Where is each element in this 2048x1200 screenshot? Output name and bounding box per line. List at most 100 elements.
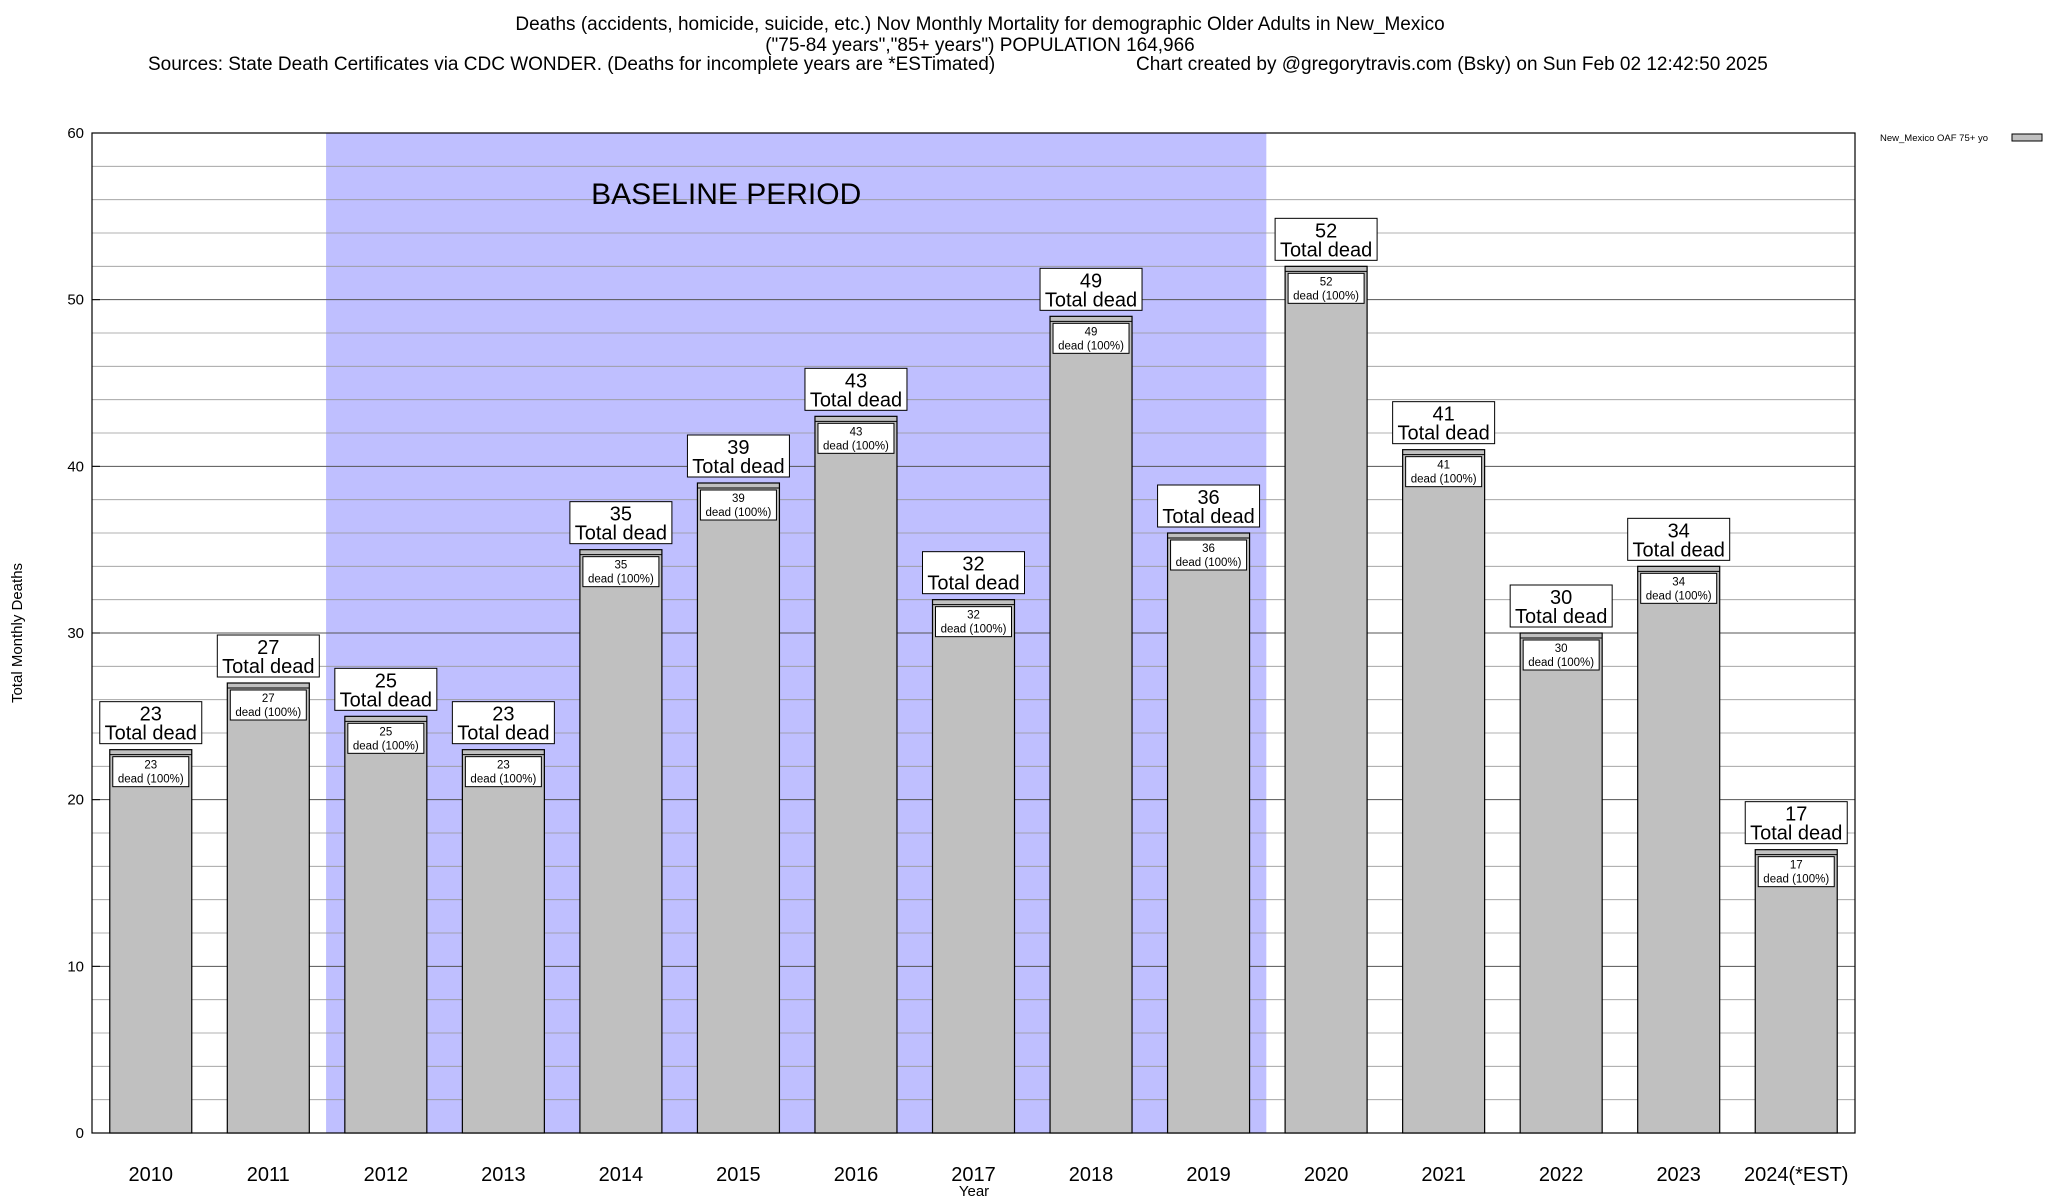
bar-inner-label-text: dead (100%) — [118, 774, 184, 786]
bar-inner-label-box — [464, 756, 542, 788]
bar-inner-label-value: 43 — [850, 426, 863, 438]
bar-inner-label-value: 36 — [1202, 543, 1215, 555]
bar-2010 — [109, 749, 193, 1134]
bar-total-label-text: Total dead — [1045, 289, 1137, 311]
bar-total-label-text: Total dead — [1633, 539, 1725, 561]
x-tick-label: 2015 — [716, 1164, 761, 1186]
bar-inner-label-value: 30 — [1555, 643, 1568, 655]
bar-inner-label-box — [582, 556, 660, 588]
bar-inner-label-text: dead (100%) — [1646, 590, 1712, 602]
x-tick-label: 2019 — [1186, 1164, 1231, 1186]
bar-total-label-text: Total dead — [1162, 506, 1254, 528]
bar-2024(*EST) — [1754, 849, 1838, 1134]
bar-inner-label-box — [817, 422, 895, 454]
bar-inner-label-text: dead (100%) — [941, 624, 1007, 636]
bar-2020 — [1284, 265, 1368, 1134]
bar-total-label-box — [1744, 801, 1848, 845]
bar-inner-label-text: dead (100%) — [1411, 474, 1477, 486]
bar-inner-label-value: 49 — [1085, 326, 1098, 338]
bar-total-label-value: 23 — [140, 704, 162, 726]
bar-total-label-box — [1509, 584, 1613, 628]
bar-total-label-value: 41 — [1433, 404, 1455, 426]
bar-inner-label-value: 52 — [1320, 276, 1333, 288]
bar-inner-label-box — [229, 689, 307, 721]
bar-2018 — [1049, 315, 1133, 1134]
y-tick-label: 50 — [67, 292, 84, 309]
bar-total-label-box — [1157, 484, 1261, 528]
bar-2012 — [344, 715, 428, 1134]
bar-inner-label-value: 25 — [379, 726, 392, 738]
bar-total-label-text: Total dead — [575, 523, 667, 545]
bar-inner-label-box — [1405, 456, 1483, 488]
x-tick-label: 2012 — [364, 1164, 409, 1186]
bar-2016 — [814, 415, 898, 1134]
x-tick-label: 2024(*EST) — [1744, 1164, 1849, 1186]
bar-total-label-box — [1627, 517, 1731, 561]
bar-total-label-value: 35 — [610, 504, 632, 526]
bar-2014 — [579, 549, 663, 1134]
bar-total-label-box — [804, 367, 908, 411]
y-tick-label: 60 — [67, 125, 84, 142]
bar-inner-label-text: dead (100%) — [588, 574, 654, 586]
bar-total-label-box — [1392, 401, 1496, 445]
x-tick-label: 2021 — [1421, 1164, 1466, 1186]
bar-inner-label-box — [1757, 856, 1835, 888]
x-axis-label: Year — [959, 1183, 989, 1200]
bar-total-label-value: 27 — [257, 637, 279, 659]
bar-inner-label-box — [1052, 322, 1130, 354]
bar-total-label-text: Total dead — [457, 723, 549, 745]
baseline-period-label: BASELINE PERIOD — [591, 178, 861, 211]
bar-inner-label-text: dead (100%) — [1176, 557, 1242, 569]
bar-inner-label-box — [347, 722, 425, 754]
bar-inner-label-text: dead (100%) — [1293, 290, 1359, 302]
bar-total-label-text: Total dead — [1397, 423, 1489, 445]
bar-inner-label-text: dead (100%) — [470, 774, 536, 786]
bar-inner-label-value: 27 — [262, 693, 275, 705]
bar-inner-label-box — [699, 489, 777, 521]
bar-total-label-text: Total dead — [1515, 606, 1607, 628]
x-tick-label: 2016 — [834, 1164, 879, 1186]
bar-inner-label-text: dead (100%) — [1058, 340, 1124, 352]
bar-total-label-value: 36 — [1197, 487, 1219, 509]
bar-2017 — [931, 599, 1016, 1134]
bar-2011 — [226, 682, 310, 1134]
x-tick-label: 2022 — [1539, 1164, 1584, 1186]
bar-total-label-box — [1274, 217, 1378, 261]
bar-2023 — [1637, 565, 1721, 1134]
bar-inner-label-value: 41 — [1437, 460, 1450, 472]
y-tick-label: 0 — [76, 1125, 84, 1142]
bar-total-label-value: 52 — [1315, 220, 1337, 242]
bar-total-label-value: 43 — [845, 370, 867, 392]
bar-total-label-value: 39 — [727, 437, 749, 459]
x-tick-label: 2010 — [129, 1164, 174, 1186]
bar-total-label-value: 25 — [375, 670, 397, 692]
chart-sources: Sources: State Death Certificates via CD… — [148, 54, 996, 75]
bar-inner-label-value: 32 — [967, 610, 980, 622]
bar-total-label-text: Total dead — [927, 573, 1019, 595]
bar-total-label-text: Total dead — [1280, 239, 1372, 261]
bar-2015 — [696, 482, 781, 1134]
y-tick-label: 10 — [67, 958, 84, 975]
bar-inner-label-value: 35 — [615, 560, 628, 572]
y-tick-label: 30 — [67, 625, 84, 642]
bar-total-label-text: Total dead — [810, 389, 902, 411]
bar-2022 — [1519, 632, 1603, 1134]
bar-total-label-value: 30 — [1550, 587, 1572, 609]
legend-swatch — [2011, 133, 2043, 142]
chart-credit: Chart created by @gregorytravis.com (Bsk… — [1136, 54, 1768, 75]
bar-inner-label-value: 39 — [732, 493, 745, 505]
chart-title: Deaths (accidents, homicide, suicide, et… — [0, 14, 1960, 56]
bar-inner-label-text: dead (100%) — [706, 507, 772, 519]
bar-total-label-box — [334, 667, 438, 711]
bar-total-label-text: Total dead — [340, 689, 432, 711]
bar-inner-label-box — [935, 606, 1012, 638]
bar-total-label-text: Total dead — [105, 723, 197, 745]
bar-2019 — [1166, 532, 1251, 1134]
y-axis-label: Total Monthly Deaths — [9, 563, 26, 703]
bar-total-label-text: Total dead — [222, 656, 314, 678]
bar-total-label-text: Total dead — [692, 456, 784, 478]
bar-inner-label-box — [1640, 572, 1718, 604]
x-tick-label: 2013 — [481, 1164, 526, 1186]
bar-inner-label-box — [1522, 639, 1600, 671]
